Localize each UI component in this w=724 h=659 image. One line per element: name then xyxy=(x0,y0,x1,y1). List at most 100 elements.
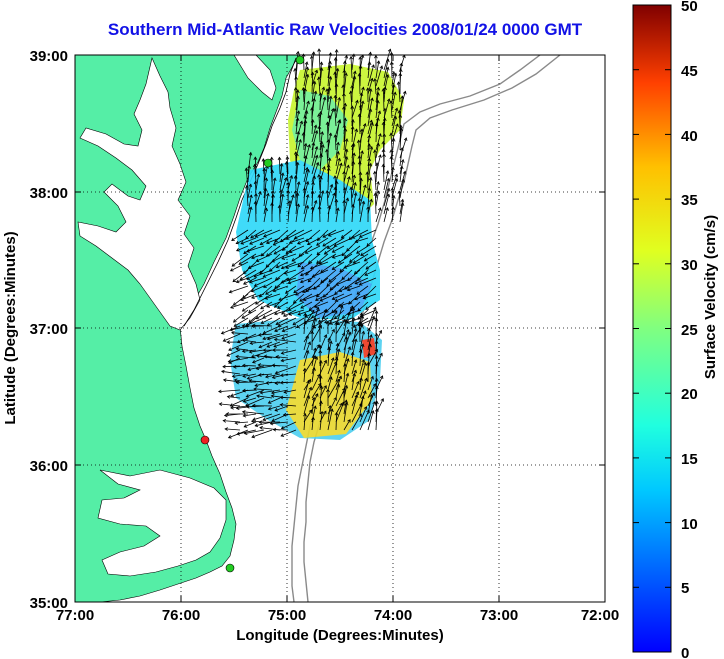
velocity-vector-head xyxy=(347,176,351,180)
velocity-vector xyxy=(265,285,281,295)
velocity-patch-hotspot xyxy=(362,338,376,358)
velocity-vector xyxy=(281,301,297,315)
velocity-vector-head xyxy=(231,263,236,267)
velocity-vector xyxy=(391,138,395,159)
velocity-vector-head xyxy=(391,71,396,75)
velocity-vector xyxy=(359,349,362,367)
velocity-vector-head xyxy=(303,142,308,147)
velocity-vector xyxy=(343,419,351,431)
velocity-vector-head xyxy=(322,243,327,247)
velocity-vector xyxy=(311,206,313,223)
velocity-vector-head xyxy=(323,251,328,255)
velocity-vector xyxy=(243,413,257,417)
velocity-vector-head xyxy=(310,107,314,111)
velocity-vector-head xyxy=(304,61,309,66)
velocity-vector xyxy=(367,120,373,135)
velocity-vector-head xyxy=(344,401,349,406)
velocity-vector-head xyxy=(302,187,307,191)
velocity-vector-head xyxy=(248,183,253,188)
velocity-vector-head xyxy=(291,258,296,262)
velocity-vector xyxy=(334,95,337,111)
velocity-vector xyxy=(249,277,265,283)
velocity-vector xyxy=(351,161,354,183)
velocity-vector-head xyxy=(253,283,258,287)
velocity-vector-head xyxy=(222,418,227,423)
velocity-vector xyxy=(280,397,297,399)
velocity-vector-head xyxy=(277,156,282,161)
velocity-vector xyxy=(364,269,377,276)
velocity-vector xyxy=(273,341,289,348)
velocity-vector-head xyxy=(389,132,394,137)
velocity-vector-head xyxy=(340,235,345,239)
velocity-vector xyxy=(399,96,403,119)
velocity-vector-head xyxy=(343,102,348,107)
velocity-vector-head xyxy=(247,165,251,169)
velocity-vector xyxy=(288,309,305,315)
velocity-vector-head xyxy=(359,177,363,182)
velocity-vector-head xyxy=(273,311,278,316)
velocity-vector xyxy=(383,170,389,191)
velocity-vector-head xyxy=(386,187,391,192)
velocity-vector-head xyxy=(338,375,343,380)
velocity-vector xyxy=(359,65,361,87)
velocity-vector-head xyxy=(337,369,341,374)
velocity-vector-head xyxy=(233,319,237,323)
velocity-vector-head xyxy=(299,120,304,125)
velocity-vector-head xyxy=(326,320,330,325)
colorbar-tick-label: 20 xyxy=(681,386,698,403)
velocity-vector-head xyxy=(312,175,316,180)
velocity-vector xyxy=(303,310,315,327)
velocity-vector-head xyxy=(357,160,362,165)
velocity-vector-head xyxy=(346,329,350,333)
velocity-vector-head xyxy=(376,92,380,96)
velocity-vector xyxy=(399,166,403,183)
velocity-vector xyxy=(310,261,329,269)
velocity-vector-head xyxy=(269,421,274,426)
velocity-vector-head xyxy=(323,359,327,364)
velocity-vector xyxy=(326,277,337,287)
velocity-vector xyxy=(367,88,372,111)
velocity-vector-head xyxy=(251,359,256,364)
velocity-vector xyxy=(354,293,369,300)
velocity-vector-head xyxy=(382,133,387,137)
velocity-vector-head xyxy=(256,173,261,178)
velocity-vector xyxy=(303,167,308,183)
velocity-vector-head xyxy=(303,115,308,119)
velocity-vector-head xyxy=(224,427,228,431)
velocity-vector-head xyxy=(357,277,361,281)
velocity-vector xyxy=(328,229,345,237)
velocity-vector xyxy=(252,324,273,327)
velocity-vector-head xyxy=(353,328,358,332)
velocity-vector xyxy=(399,199,404,215)
velocity-vector-head xyxy=(248,309,252,314)
velocity-vector xyxy=(262,158,265,175)
velocity-vector-head xyxy=(280,425,285,430)
velocity-vector-head xyxy=(403,137,408,141)
velocity-vector-head xyxy=(379,352,383,357)
velocity-vector-head xyxy=(337,303,342,308)
velocity-vector xyxy=(399,147,403,167)
velocity-vector-head xyxy=(279,162,284,167)
velocity-vector-head xyxy=(318,382,322,387)
velocity-vector-head xyxy=(296,130,301,135)
velocity-vector-head xyxy=(274,408,279,412)
velocity-vector xyxy=(335,343,339,359)
velocity-vector-head xyxy=(312,367,316,371)
velocity-vector-head xyxy=(350,351,355,356)
velocity-vector xyxy=(285,261,305,269)
velocity-vector-head xyxy=(344,138,349,142)
velocity-vector-head xyxy=(271,418,276,422)
velocity-vector-head xyxy=(317,324,322,328)
velocity-vector-head xyxy=(319,298,324,302)
velocity-vector-head xyxy=(371,392,375,396)
velocity-vector xyxy=(335,412,337,431)
velocity-vector-head xyxy=(241,338,246,343)
velocity-vector xyxy=(399,128,402,151)
velocity-vector-head xyxy=(360,100,365,105)
velocity-vector xyxy=(338,285,353,292)
velocity-vector-head xyxy=(305,194,310,198)
velocity-vector xyxy=(303,313,306,335)
velocity-vector-head xyxy=(311,274,316,278)
velocity-vector xyxy=(236,348,249,351)
velocity-vector xyxy=(335,151,339,167)
